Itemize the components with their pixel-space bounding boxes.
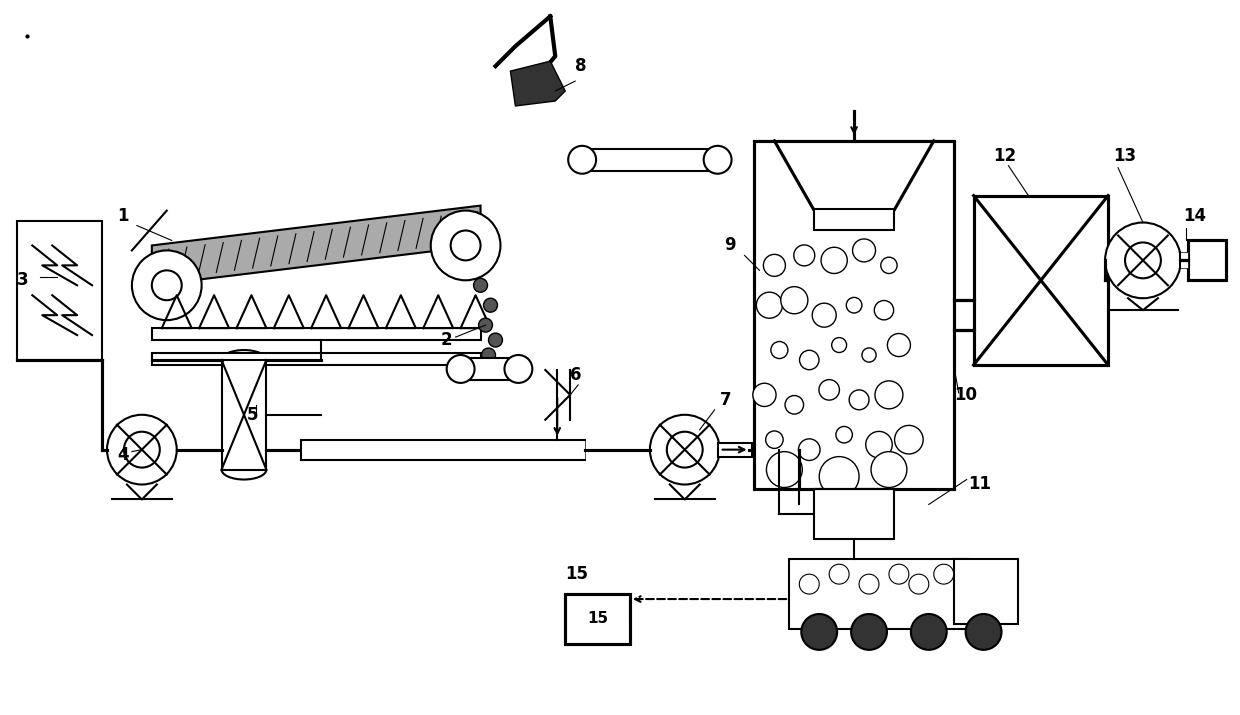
Circle shape: [830, 564, 849, 584]
Circle shape: [107, 415, 177, 485]
Circle shape: [870, 452, 906, 488]
Polygon shape: [511, 61, 565, 106]
Circle shape: [489, 333, 502, 347]
Text: 6: 6: [570, 366, 582, 384]
Circle shape: [817, 308, 831, 322]
Circle shape: [795, 435, 825, 465]
Circle shape: [821, 382, 837, 398]
Text: 7: 7: [719, 391, 732, 409]
Circle shape: [801, 614, 837, 650]
Circle shape: [124, 432, 160, 468]
Bar: [455, 358, 526, 380]
Circle shape: [131, 250, 202, 320]
Circle shape: [766, 257, 782, 273]
Bar: [575, 149, 724, 171]
Bar: [17, 220, 102, 360]
Circle shape: [851, 614, 887, 650]
Circle shape: [1105, 222, 1180, 298]
Text: 5: 5: [247, 405, 258, 424]
Circle shape: [785, 395, 804, 414]
Circle shape: [765, 336, 794, 364]
Circle shape: [766, 452, 802, 488]
Circle shape: [756, 388, 773, 403]
Bar: [718, 443, 753, 457]
Circle shape: [911, 614, 946, 650]
Text: 15: 15: [587, 611, 608, 626]
Circle shape: [481, 348, 496, 362]
Circle shape: [505, 355, 532, 383]
Circle shape: [851, 237, 878, 265]
Circle shape: [858, 344, 880, 366]
Bar: [151, 353, 481, 365]
Bar: [754, 141, 954, 490]
Circle shape: [895, 425, 923, 453]
Circle shape: [650, 415, 719, 485]
Circle shape: [880, 257, 898, 275]
Circle shape: [877, 382, 901, 408]
Text: 13: 13: [1114, 147, 1136, 164]
Text: 9: 9: [724, 237, 737, 255]
Circle shape: [875, 302, 893, 319]
Text: 12: 12: [993, 147, 1017, 164]
Circle shape: [796, 247, 812, 264]
Bar: [815, 209, 894, 230]
Text: 14: 14: [1183, 207, 1207, 225]
Text: 8: 8: [575, 57, 587, 75]
Circle shape: [703, 146, 732, 174]
Polygon shape: [151, 206, 481, 285]
Bar: [222, 360, 267, 470]
Circle shape: [859, 574, 879, 594]
Circle shape: [430, 211, 501, 280]
Circle shape: [484, 298, 497, 312]
Text: 15: 15: [565, 565, 588, 583]
Bar: [954, 559, 1018, 624]
Bar: [1188, 240, 1225, 280]
Bar: [1179, 252, 1188, 268]
Circle shape: [832, 423, 856, 446]
Circle shape: [479, 318, 492, 332]
Bar: [301, 440, 585, 460]
Text: 1: 1: [117, 207, 129, 225]
Circle shape: [909, 574, 929, 594]
Circle shape: [847, 388, 870, 412]
Circle shape: [884, 330, 914, 360]
Text: 10: 10: [954, 386, 977, 404]
Circle shape: [830, 336, 848, 355]
Circle shape: [800, 574, 820, 594]
Circle shape: [868, 433, 890, 456]
Text: 3: 3: [17, 271, 29, 290]
Circle shape: [823, 250, 844, 271]
Bar: [815, 490, 894, 539]
Circle shape: [446, 355, 475, 383]
Text: 4: 4: [117, 445, 129, 463]
Circle shape: [568, 146, 596, 174]
Circle shape: [667, 432, 703, 468]
Text: 11: 11: [968, 475, 992, 493]
Circle shape: [934, 564, 954, 584]
Circle shape: [966, 614, 1002, 650]
Circle shape: [151, 270, 182, 300]
Circle shape: [889, 564, 909, 584]
Bar: [565, 594, 630, 644]
Circle shape: [1125, 242, 1161, 278]
Circle shape: [474, 278, 487, 292]
Circle shape: [839, 291, 868, 320]
Bar: [973, 196, 1109, 365]
Text: 2: 2: [440, 331, 453, 349]
Circle shape: [796, 346, 823, 374]
Circle shape: [785, 290, 804, 310]
Bar: [151, 328, 481, 340]
Circle shape: [820, 457, 859, 496]
Circle shape: [760, 297, 779, 314]
Circle shape: [764, 429, 785, 450]
Circle shape: [450, 230, 481, 260]
Bar: [790, 559, 968, 629]
